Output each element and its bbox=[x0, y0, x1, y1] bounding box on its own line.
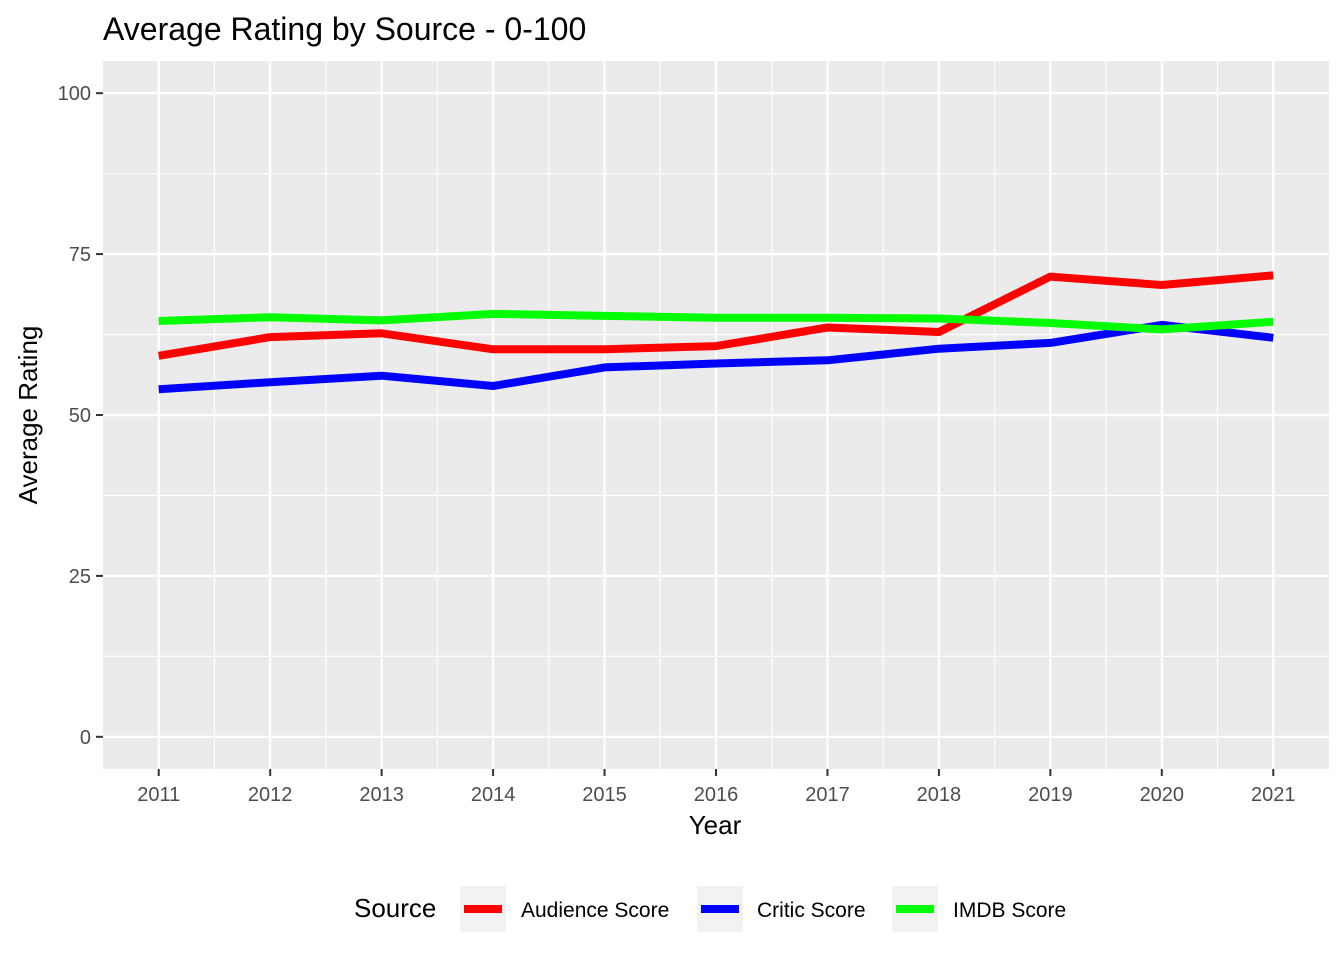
legend-label: Audience Score bbox=[521, 899, 669, 922]
series-line-imdb-score bbox=[158, 309, 1274, 334]
legend: Source Audience Score Critic Score IMDB Sc… bbox=[354, 886, 1066, 932]
legend-item-critic-score: Critic Score bbox=[697, 886, 866, 932]
legend-title: Source bbox=[354, 893, 436, 923]
x-axis-title: Year bbox=[689, 810, 742, 840]
series-line-audience-score bbox=[158, 271, 1274, 360]
x-tick-label: 2021 bbox=[1251, 784, 1296, 806]
y-tick-label: 25 bbox=[69, 566, 91, 588]
legend-items: Audience Score Critic Score IMDB Score bbox=[460, 886, 1066, 932]
y-tick-label: 75 bbox=[69, 244, 91, 266]
x-tick-label: 2012 bbox=[248, 784, 293, 806]
x-tick-label: 2017 bbox=[805, 784, 850, 806]
x-tick-label: 2016 bbox=[694, 784, 739, 806]
x-tick-label: 2020 bbox=[1140, 784, 1185, 806]
chart-title: Average Rating by Source - 0-100 bbox=[103, 11, 586, 47]
legend-label: Critic Score bbox=[757, 899, 866, 922]
series-line-critic-score bbox=[158, 320, 1274, 394]
x-tick-label: 2018 bbox=[917, 784, 962, 806]
y-tick-label: 0 bbox=[80, 727, 91, 749]
x-tick-label: 2015 bbox=[582, 784, 627, 806]
legend-item-audience-score: Audience Score bbox=[460, 886, 669, 932]
legend-label: IMDB Score bbox=[953, 899, 1066, 922]
x-tick-label: 2013 bbox=[359, 784, 404, 806]
y-tick-label: 50 bbox=[69, 405, 91, 427]
y-axis-ticks: 0 25 50 75 100 bbox=[58, 83, 103, 749]
y-tick-label: 100 bbox=[58, 83, 91, 105]
series-lines bbox=[158, 271, 1274, 394]
x-axis-ticks: 2011 2012 2013 2014 2015 2016 2017 2018 2019 2020… bbox=[137, 769, 1296, 806]
x-tick-label: 2019 bbox=[1028, 784, 1073, 806]
x-tick-label: 2011 bbox=[137, 784, 180, 806]
x-tick-label: 2014 bbox=[471, 784, 516, 806]
legend-item-imdb-score: IMDB Score bbox=[892, 886, 1066, 932]
y-axis-title: Average Rating bbox=[13, 326, 43, 505]
major-gridlines bbox=[103, 61, 1329, 769]
